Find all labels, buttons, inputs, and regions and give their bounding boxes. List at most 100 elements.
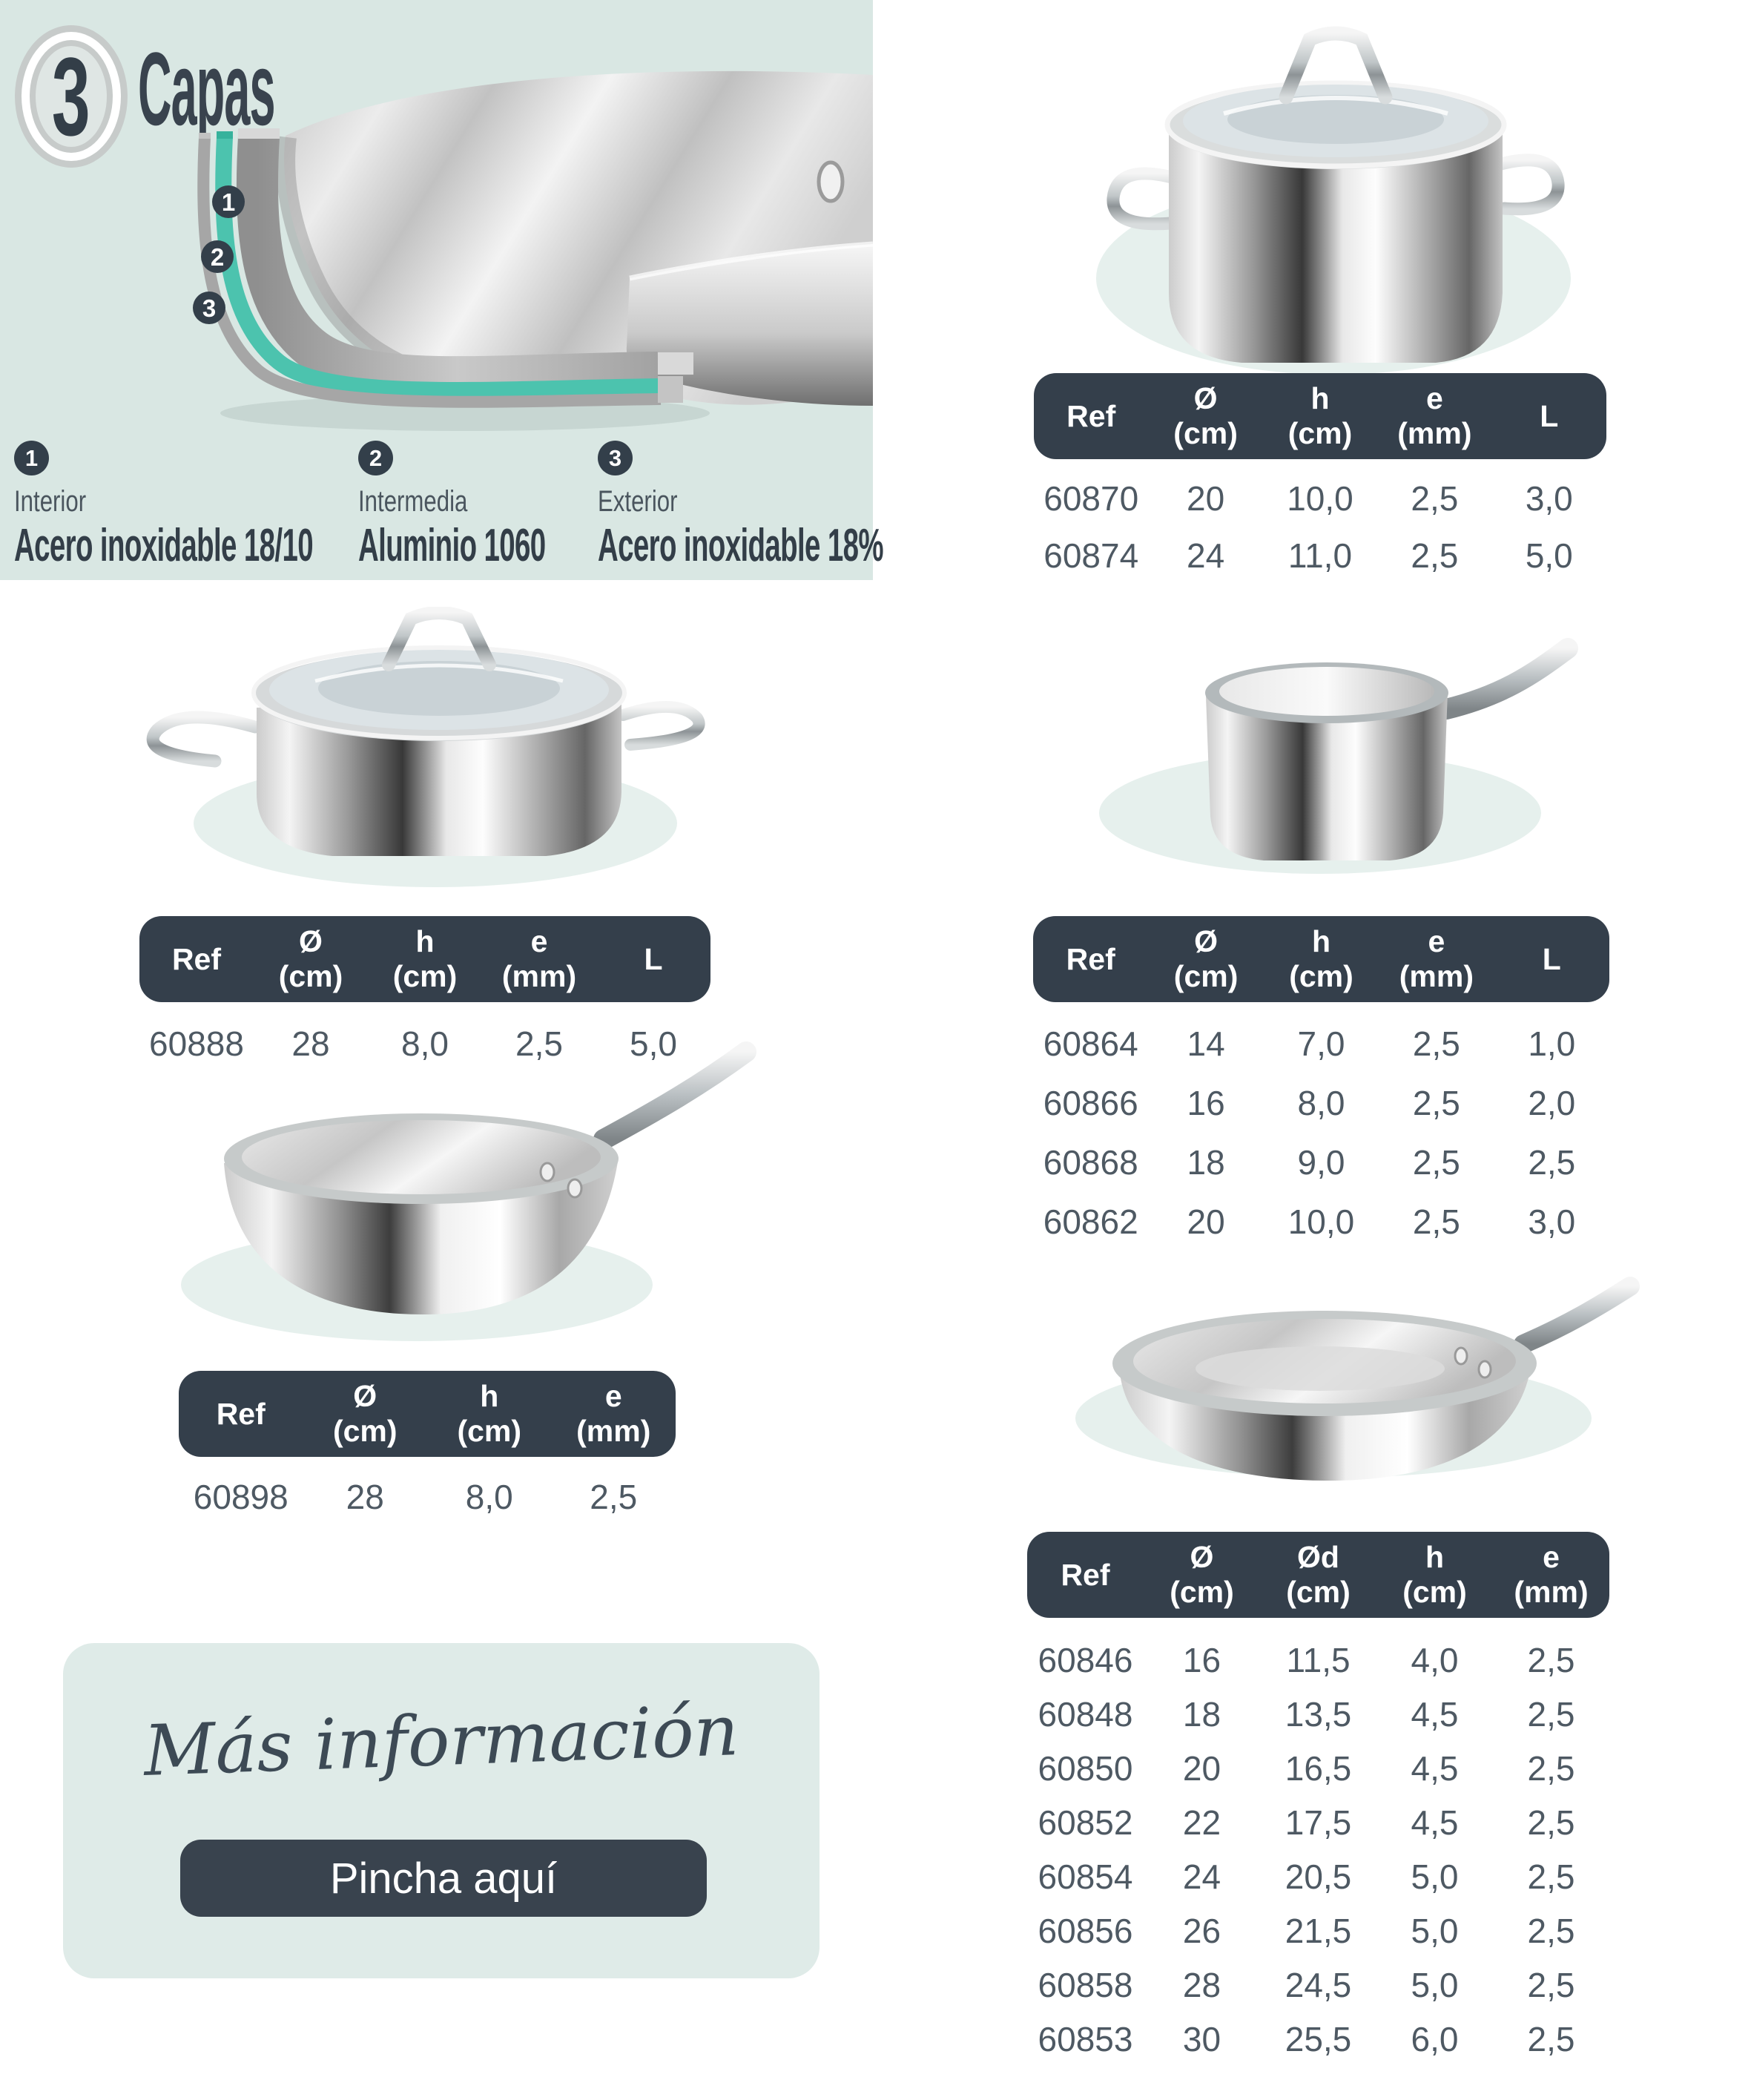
column-header: Ø (cm) — [1170, 1540, 1234, 1609]
layer-inner-steel — [236, 136, 659, 398]
column-header: L — [644, 941, 663, 976]
stockpot-spec-table: Ref Ø (cm) h (cm) e (mm) L 60870 20 10,0 2,5 3,0 608… — [1034, 373, 1606, 584]
layer-material: Acero inoxidable 18% — [598, 520, 884, 571]
table-cell: 2,5 — [1412, 1084, 1460, 1122]
table-cell: 8,0 — [465, 1478, 513, 1516]
table-cell: 60870 — [1043, 478, 1139, 518]
table-row: 60870 20 10,0 2,5 3,0 — [1034, 470, 1606, 527]
table-cell: 4,5 — [1411, 1694, 1459, 1734]
table-cell: 4,0 — [1411, 1640, 1459, 1679]
table-body: 60864 14 7,0 2,5 1,0 60866 16 8,0 2,5 2,0 60868 18 9… — [1033, 1014, 1609, 1251]
table-row: 60856 26 21,5 5,0 2,5 — [1027, 1903, 1609, 1958]
page-title: Capas — [138, 30, 275, 147]
table-cell: 17,5 — [1285, 1803, 1352, 1842]
table-cell: 60848 — [1038, 1694, 1133, 1734]
casserole-right-handle — [617, 700, 705, 751]
casserole-body — [257, 699, 621, 856]
table-cell: 60850 — [1038, 1748, 1133, 1788]
table-cell: 11,0 — [1287, 536, 1353, 575]
pot-left-handle — [1107, 167, 1178, 231]
layer-label-intermedia: 2 Intermedia Aluminio 1060 — [358, 441, 660, 572]
table-row: 60898 28 8,0 2,5 — [179, 1467, 676, 1527]
saucepan-image — [1099, 638, 1578, 874]
column-header: Ø (cm) — [1173, 924, 1239, 993]
rivet — [539, 1162, 555, 1182]
table-cell: 20 — [1187, 478, 1225, 518]
table-cell: 2,5 — [1527, 1857, 1575, 1896]
table-cell: 26 — [1182, 1911, 1221, 1950]
table-cell: 5,0 — [1411, 1965, 1459, 2004]
saucepan-body — [1206, 691, 1448, 860]
table-row: 60862 20 10,0 2,5 3,0 — [1033, 1192, 1609, 1251]
table-body: 60870 20 10,0 2,5 3,0 60874 24 11,0 2,5 5,0 — [1034, 470, 1606, 584]
more-info-card: Más información Pincha aquí — [63, 1643, 820, 1978]
table-cell: 5,0 — [630, 1024, 677, 1063]
table-cell: 28 — [346, 1478, 384, 1516]
table-cell: 2,5 — [1411, 478, 1459, 518]
layer-position: Intermedia — [358, 485, 468, 518]
saucepan-spec-table: Ref Ø (cm) h (cm) e (mm) L 60864 14 7,0 2,5 1,0 6086… — [1033, 916, 1609, 1251]
table-cell: 2,5 — [515, 1024, 563, 1063]
table-cell: 60846 — [1038, 1640, 1133, 1679]
table-cell: 60868 — [1043, 1143, 1138, 1182]
pan-layers-illustration: 1 2 3 — [193, 70, 873, 431]
table-body: 60846 16 11,5 4,0 2,5 60848 18 13,5 4,5 2,5 60850 2… — [1027, 1633, 1609, 2066]
table-header: Ref Ø (cm) h (cm) e (mm) L — [1034, 373, 1606, 459]
frypan-image — [1075, 1277, 1640, 1481]
casserole-spec-table: Ref Ø (cm) h (cm) e (mm) L 60888 28 8,0 2,5 5,0 — [139, 916, 710, 1073]
saucepan-handle — [1436, 638, 1578, 720]
column-header: Ød (cm) — [1286, 1540, 1351, 1609]
table-cell: 60854 — [1038, 1857, 1133, 1896]
rivet-hole — [817, 160, 845, 203]
table-cell: 5,0 — [1411, 1911, 1459, 1950]
table-cell: 2,0 — [1528, 1084, 1576, 1122]
layer-label-interior: 1 Interior Acero inoxidable 18/10 — [14, 441, 496, 572]
hero-panel: 3 Capas — [0, 0, 884, 580]
table-cell: 3,0 — [1525, 478, 1573, 518]
table-header: Ref Ø (cm) Ød (cm) h (cm) e (mm) — [1027, 1532, 1609, 1618]
table-cell: 5,0 — [1411, 1857, 1459, 1896]
table-cell: 5,0 — [1525, 536, 1573, 575]
table-cell: 2,5 — [590, 1478, 638, 1516]
table-cell: 8,0 — [1297, 1084, 1345, 1122]
table-cell: 60866 — [1043, 1084, 1138, 1122]
layer-2-badge: 2 — [358, 441, 393, 475]
wok-image — [181, 1041, 756, 1341]
stockpot-image — [1096, 26, 1571, 375]
table-row: 60846 16 11,5 4,0 2,5 — [1027, 1633, 1609, 1687]
table-row: 60858 28 24,5 5,0 2,5 — [1027, 1958, 1609, 2012]
table-cell: 2,5 — [1411, 536, 1459, 575]
column-header: Ø (cm) — [278, 924, 343, 993]
svg-text:2: 2 — [211, 243, 224, 271]
table-cell: 60862 — [1043, 1202, 1138, 1241]
table-cell: 30 — [1182, 2019, 1221, 2058]
column-header: Ref — [1061, 1557, 1110, 1592]
casserole-image — [146, 607, 705, 887]
table-cell: 28 — [1182, 1965, 1221, 2004]
column-header: Ref — [216, 1396, 266, 1431]
rivet — [567, 1178, 583, 1199]
table-row: 60866 16 8,0 2,5 2,0 — [1033, 1073, 1609, 1133]
column-header: h (cm) — [457, 1379, 522, 1448]
svg-text:3: 3 — [202, 294, 216, 322]
layer-material: Acero inoxidable 18/10 — [14, 520, 314, 571]
layer-3-marker: 3 — [193, 292, 225, 324]
layer-aluminium — [215, 136, 660, 398]
more-info-button[interactable]: Pincha aquí — [180, 1840, 707, 1917]
table-cell: 2,5 — [1527, 1640, 1575, 1679]
table-cell: 60874 — [1043, 536, 1139, 575]
table-cell: 2,5 — [1412, 1024, 1460, 1063]
layer-material: Aluminio 1060 — [358, 520, 546, 571]
wok-interior — [242, 1120, 601, 1194]
table-cell: 6,0 — [1411, 2019, 1459, 2058]
table-cell: 60898 — [193, 1478, 288, 1516]
svg-text:1: 1 — [222, 188, 235, 216]
column-header: h (cm) — [392, 924, 458, 993]
layer-1-marker: 1 — [212, 185, 245, 218]
table-cell: 60853 — [1038, 2019, 1133, 2058]
layer-label-exterior: 3 Exterior Acero inoxidable 18% — [598, 441, 1058, 572]
frypan-handle — [1514, 1277, 1640, 1354]
table-cell: 24 — [1187, 536, 1225, 575]
layers-count-badge: 3 — [15, 25, 128, 168]
table-header: Ref Ø (cm) h (cm) e (mm) L — [1033, 916, 1609, 1002]
